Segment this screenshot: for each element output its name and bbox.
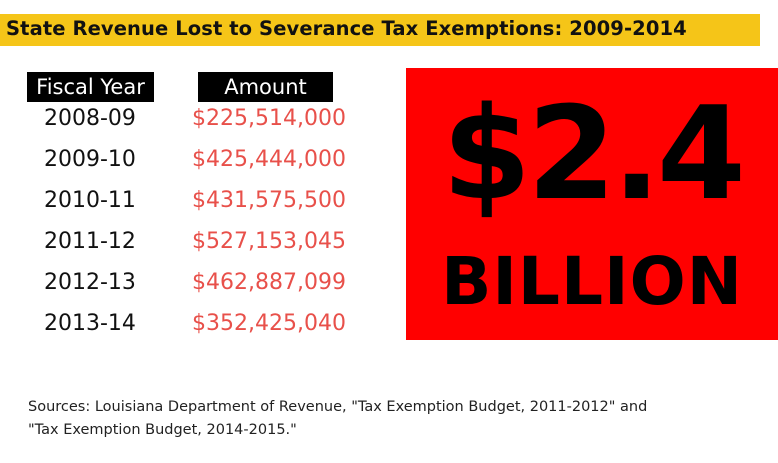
table-row: 2012-13 $462,887,099 [0,270,360,310]
fiscal-year-cell: 2010-11 [44,188,136,213]
total-amount: $2.4 [442,80,746,229]
fiscal-year-header: Fiscal Year [27,72,154,102]
fiscal-year-cell: 2008-09 [44,106,136,131]
page-title: State Revenue Lost to Severance Tax Exem… [6,17,687,40]
sources-line: "Tax Exemption Budget, 2014-2015." [28,422,297,438]
fiscal-year-cell: 2012-13 [44,270,136,295]
fiscal-year-cell: 2009-10 [44,147,136,172]
fiscal-year-cell: 2013-14 [44,311,136,336]
amount-cell: $425,444,000 [192,147,346,172]
amount-cell: $225,514,000 [192,106,346,131]
amount-cell: $431,575,500 [192,188,346,213]
sources-line: Sources: Louisiana Department of Revenue… [28,399,648,415]
sources-note: Sources: Louisiana Department of Revenue… [28,396,768,442]
table-row: 2011-12 $527,153,045 [0,229,360,269]
total-unit: BILLION [441,243,743,320]
table-row: 2008-09 $225,514,000 [0,106,360,146]
table-row: 2010-11 $431,575,500 [0,188,360,228]
table-row: 2013-14 $352,425,040 [0,311,360,351]
amount-header: Amount [198,72,333,102]
amount-cell: $462,887,099 [192,270,346,295]
table-row: 2009-10 $425,444,000 [0,147,360,187]
amount-cell: $527,153,045 [192,229,346,254]
fiscal-year-cell: 2011-12 [44,229,136,254]
amount-cell: $352,425,040 [192,311,346,336]
total-loss-box: $2.4 BILLION [406,68,778,340]
title-banner: State Revenue Lost to Severance Tax Exem… [0,14,760,46]
